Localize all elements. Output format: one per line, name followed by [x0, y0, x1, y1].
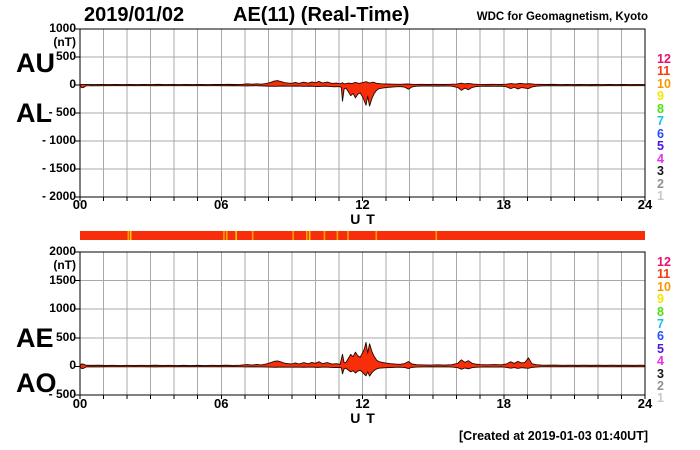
xtick-label: 24 [637, 197, 653, 212]
station-number: 4 [657, 151, 664, 166]
station-number: 12 [657, 52, 671, 66]
xtick-label: 12 [355, 197, 370, 212]
quality-bar [80, 231, 645, 240]
ytick-label: 500 [55, 329, 76, 344]
station-number: 2 [657, 379, 664, 393]
xtick-label: 00 [72, 197, 88, 212]
station-number: 10 [657, 279, 671, 294]
top-ut-label: U T [350, 211, 376, 227]
station-number: 3 [657, 366, 664, 381]
ytick-label: - 500 [48, 387, 76, 401]
station-number: 12 [657, 255, 671, 269]
ytick-label: 500 [55, 49, 76, 63]
organization-label: WDC for Geomagnetism, Kyoto [476, 11, 648, 23]
ytick-label: - 1000 [41, 133, 76, 147]
station-number: 6 [657, 329, 664, 344]
plot-date: 2019/01/02 [84, 4, 185, 26]
xtick-label: 18 [496, 197, 511, 212]
station-number: 6 [657, 126, 664, 141]
station-number: 4 [657, 354, 664, 369]
ytick-label: 1500 [49, 272, 76, 287]
station-number: 1 [657, 391, 664, 406]
station-number: 2 [657, 176, 664, 191]
bottom-panel-plot [75, 251, 646, 399]
ytick-label: 1000 [49, 301, 76, 316]
station-number: 11 [657, 267, 671, 282]
ytick-label: 0 [69, 77, 76, 91]
station-number: 7 [657, 317, 664, 331]
station-number: 1 [657, 188, 664, 203]
xtick-label: 24 [637, 396, 653, 411]
xtick-label: 06 [214, 197, 229, 212]
ao-axis-label: AO [16, 368, 57, 398]
plot-title: AE(11) (Real-Time) [233, 4, 410, 26]
ae-axis-label: AE [16, 323, 54, 353]
station-number: 7 [657, 114, 664, 129]
au-axis-label: AU [16, 48, 55, 78]
xtick-label: 06 [214, 396, 229, 411]
station-number: 3 [657, 164, 664, 179]
top-panel-plot [75, 28, 646, 201]
top-unit-label: (nT) [53, 35, 76, 49]
ytick-label: 0 [69, 358, 76, 373]
station-number: 10 [657, 76, 671, 91]
station-number: 11 [657, 64, 671, 79]
ytick-label: 2000 [49, 244, 76, 258]
ytick-label: - 500 [48, 105, 76, 119]
station-number: 9 [657, 89, 664, 104]
bottom-unit-label: (nT) [53, 258, 76, 272]
station-number: 5 [657, 341, 664, 356]
al-axis-label: AL [16, 98, 52, 128]
xtick-label: 18 [496, 396, 511, 411]
station-number: 9 [657, 292, 664, 307]
xtick-label: 12 [355, 396, 370, 411]
ytick-label: - 2000 [41, 189, 76, 203]
created-timestamp: [Created at 2019-01-03 01:40UT] [459, 429, 648, 443]
bottom-ut-label: U T [350, 410, 376, 426]
ytick-label: - 1500 [41, 161, 76, 175]
station-number: 8 [657, 101, 664, 116]
station-number: 8 [657, 304, 664, 319]
ytick-label: 1000 [49, 21, 76, 35]
xtick-label: 00 [72, 396, 88, 411]
station-number: 5 [657, 139, 664, 154]
